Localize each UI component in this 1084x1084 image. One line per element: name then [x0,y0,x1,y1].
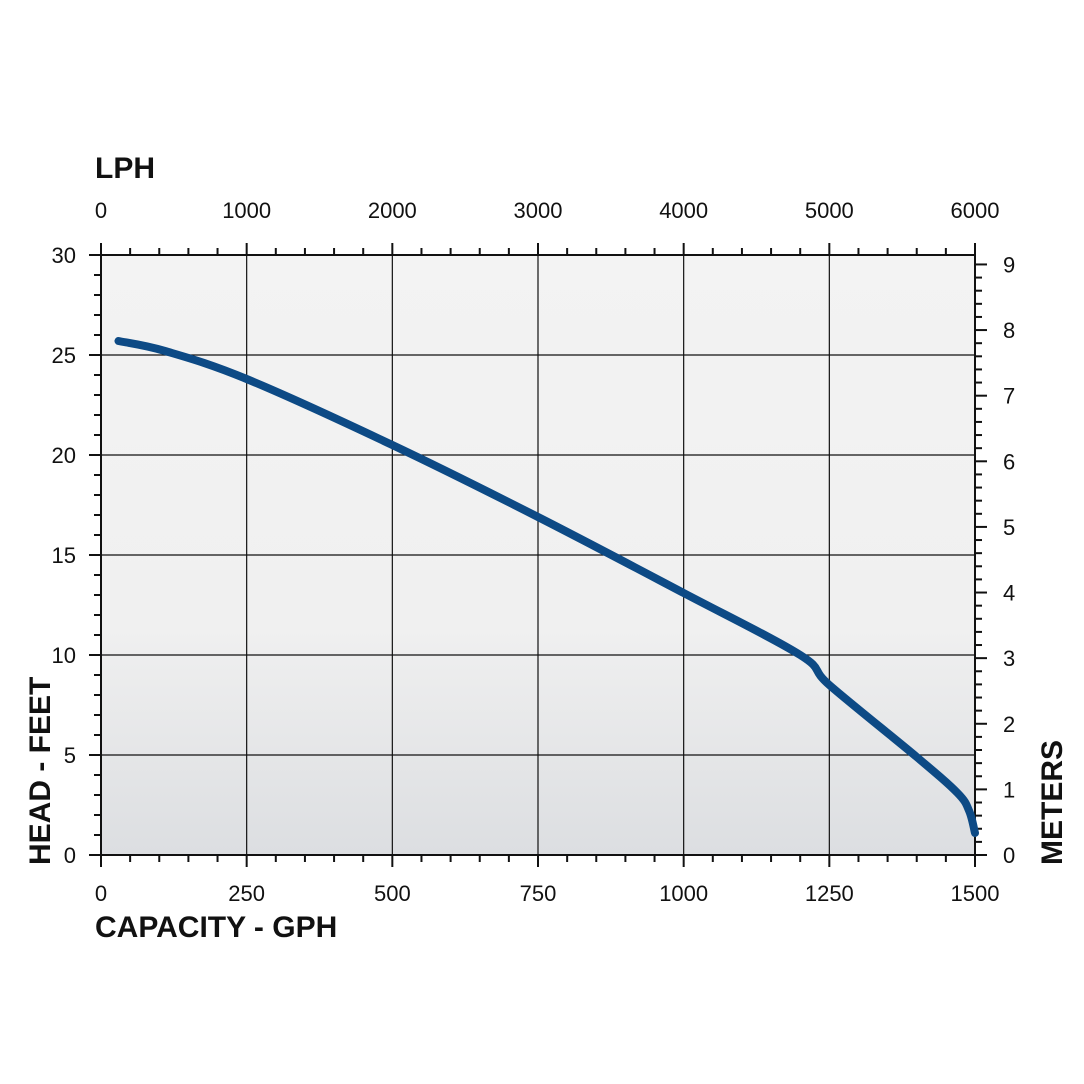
top-axis-title: LPH [95,152,155,185]
top-tick-label: 2000 [368,198,417,223]
x-tick-label: 1500 [951,881,1000,906]
right-tick-label: 1 [1003,777,1015,802]
top-tick-label: 3000 [514,198,563,223]
axis-ticks [89,243,987,867]
y-axis-title: HEAD - FEET [24,677,57,865]
series-group [114,337,979,837]
series-line [114,337,979,837]
x-tick-label: 750 [520,881,557,906]
gridlines [101,255,975,855]
top-tick-label: 1000 [222,198,271,223]
y-tick-label: 10 [52,643,76,668]
y-tick-label: 5 [64,743,76,768]
y-tick-label: 15 [52,543,76,568]
y-tick-label: 30 [52,243,76,268]
top-tick-label: 5000 [805,198,854,223]
right-tick-label: 0 [1003,843,1015,868]
right-tick-label: 9 [1003,252,1015,277]
x-tick-label: 500 [374,881,411,906]
x-axis-title: CAPACITY - GPH [95,911,337,944]
x-tick-label: 250 [228,881,265,906]
right-tick-label: 2 [1003,712,1015,737]
right-tick-label: 4 [1003,581,1015,606]
right-tick-label: 3 [1003,646,1015,671]
x-tick-label: 1250 [805,881,854,906]
y-tick-label: 20 [52,443,76,468]
right-tick-label: 5 [1003,515,1015,540]
x-tick-label: 1000 [659,881,708,906]
y-tick-label: 25 [52,343,76,368]
top-tick-label: 0 [95,198,107,223]
right-tick-label: 8 [1003,318,1015,343]
right-tick-label: 6 [1003,449,1015,474]
y-tick-label: 0 [64,843,76,868]
x-tick-label: 0 [95,881,107,906]
top-tick-label: 6000 [951,198,1000,223]
right-tick-label: 7 [1003,384,1015,409]
top-tick-label: 4000 [659,198,708,223]
right-axis-title: METERS [1036,740,1069,865]
